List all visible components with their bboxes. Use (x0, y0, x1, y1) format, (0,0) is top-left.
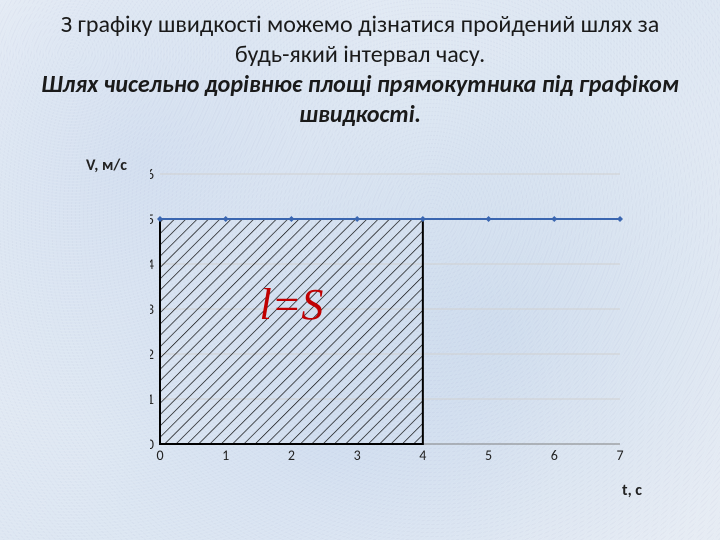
formula-label: l=S (259, 280, 323, 329)
svg-text:1: 1 (150, 391, 154, 408)
title-line-1: З графіку швидкості можемо дізнатися про… (36, 10, 684, 70)
chart-container: V, м/с t, с 0123456 01234567 l=S (90, 158, 650, 498)
y-axis-label: V, м/с (86, 156, 127, 175)
svg-text:6: 6 (150, 166, 154, 183)
svg-text:0: 0 (156, 447, 163, 464)
svg-text:0: 0 (150, 436, 154, 453)
slide-title: З графіку швидкості можемо дізнатися про… (0, 0, 720, 130)
title-line-2: Шлях чисельно дорівнює площі прямокутник… (36, 70, 684, 130)
x-axis-label: t, с (622, 481, 642, 500)
svg-text:4: 4 (419, 447, 426, 464)
svg-text:2: 2 (288, 447, 295, 464)
svg-text:5: 5 (150, 211, 154, 228)
svg-text:3: 3 (150, 301, 154, 318)
svg-text:1: 1 (222, 447, 229, 464)
svg-text:6: 6 (551, 447, 558, 464)
shaded-rectangle (160, 219, 423, 444)
svg-text:3: 3 (354, 447, 361, 464)
svg-text:2: 2 (150, 346, 154, 363)
y-ticks: 0 1 2 3 4 5 6 (150, 166, 154, 453)
x-ticks: 0 1 2 3 4 5 6 7 (156, 447, 623, 464)
svg-text:4: 4 (150, 256, 154, 273)
svg-text:7: 7 (616, 447, 623, 464)
chart-svg: 0 1 2 3 4 5 6 0 1 2 3 4 5 6 7 l=S (150, 164, 630, 464)
svg-text:5: 5 (485, 447, 492, 464)
